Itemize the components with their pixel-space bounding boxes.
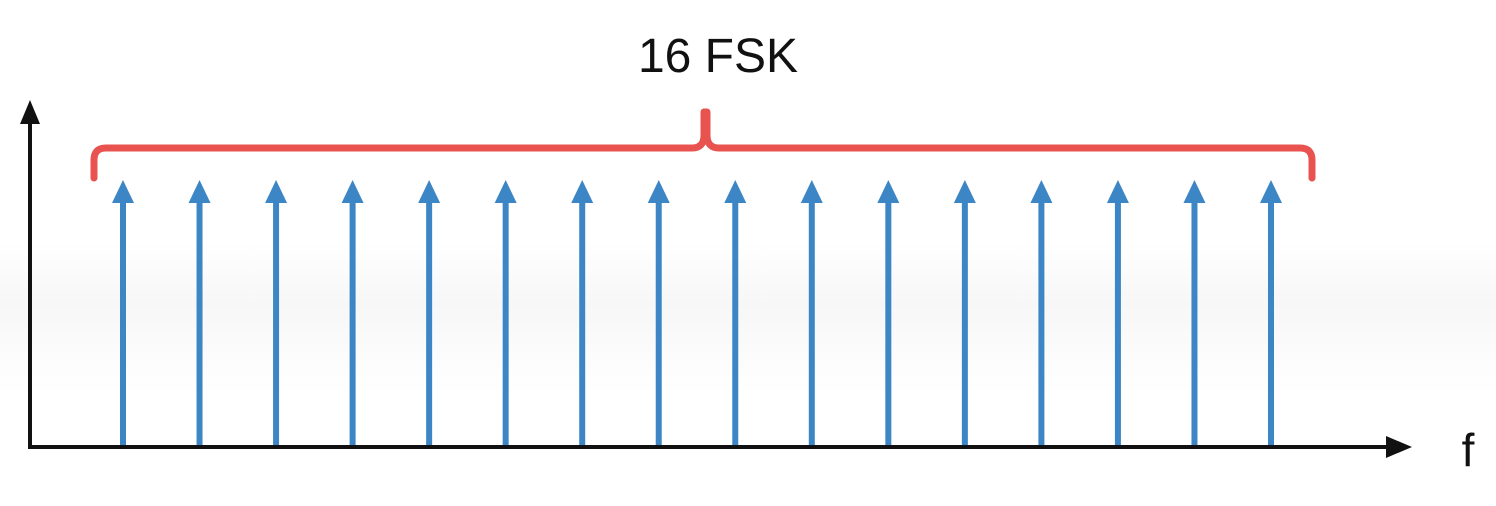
tone-arrow-10 (800, 180, 823, 445)
tone-arrow-14 (1106, 180, 1129, 445)
tone-arrow-12 (953, 180, 976, 445)
tone-arrow-7 (571, 180, 594, 445)
y-axis-arrowhead-icon (20, 100, 40, 124)
axes (20, 100, 1412, 458)
tone-arrowhead-icon (188, 180, 211, 203)
tone-arrow-5 (418, 180, 441, 445)
tone-arrowhead-icon (724, 180, 747, 203)
tone-arrowhead-icon (1030, 180, 1053, 203)
tone-arrow-9 (724, 180, 747, 445)
tone-arrowhead-icon (953, 180, 976, 203)
tone-arrow-13 (1030, 180, 1053, 445)
tone-arrowhead-icon (418, 180, 441, 203)
diagram-title: 16 FSK (638, 30, 798, 83)
tone-arrowhead-icon (494, 180, 517, 203)
tone-arrow-8 (647, 180, 670, 445)
tone-arrow-1 (112, 180, 134, 445)
tone-arrowhead-icon (265, 180, 288, 203)
tone-arrowhead-icon (877, 180, 900, 203)
tone-arrow-6 (494, 180, 517, 445)
tone-arrows (112, 180, 1282, 445)
tone-arrow-16 (1260, 180, 1282, 445)
tone-arrowhead-icon (800, 180, 823, 203)
x-axis-arrowhead-icon (1386, 436, 1412, 458)
x-axis-label: f (1462, 424, 1475, 476)
tone-arrow-2 (188, 180, 211, 445)
tone-arrowhead-icon (571, 180, 594, 203)
tone-arrow-4 (341, 180, 364, 445)
tone-arrow-11 (877, 180, 900, 445)
tone-arrowhead-icon (1260, 180, 1282, 203)
tone-arrowhead-icon (1106, 180, 1129, 203)
tone-arrow-15 (1183, 180, 1206, 445)
tone-arrowhead-icon (341, 180, 364, 203)
tone-arrowhead-icon (647, 180, 670, 203)
tone-group-brace (90, 108, 1316, 182)
tone-arrow-3 (265, 180, 288, 445)
tone-arrowhead-icon (1183, 180, 1206, 203)
tone-arrowhead-icon (112, 180, 134, 203)
